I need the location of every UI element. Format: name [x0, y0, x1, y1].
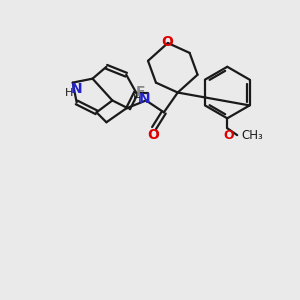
Text: O: O: [223, 129, 234, 142]
Text: O: O: [161, 35, 173, 49]
Text: N: N: [139, 92, 151, 106]
Text: H: H: [64, 88, 73, 98]
Text: CH₃: CH₃: [241, 129, 263, 142]
Text: H: H: [133, 94, 141, 104]
Text: N: N: [71, 82, 82, 96]
Text: F: F: [135, 85, 145, 98]
Text: O: O: [147, 128, 159, 142]
